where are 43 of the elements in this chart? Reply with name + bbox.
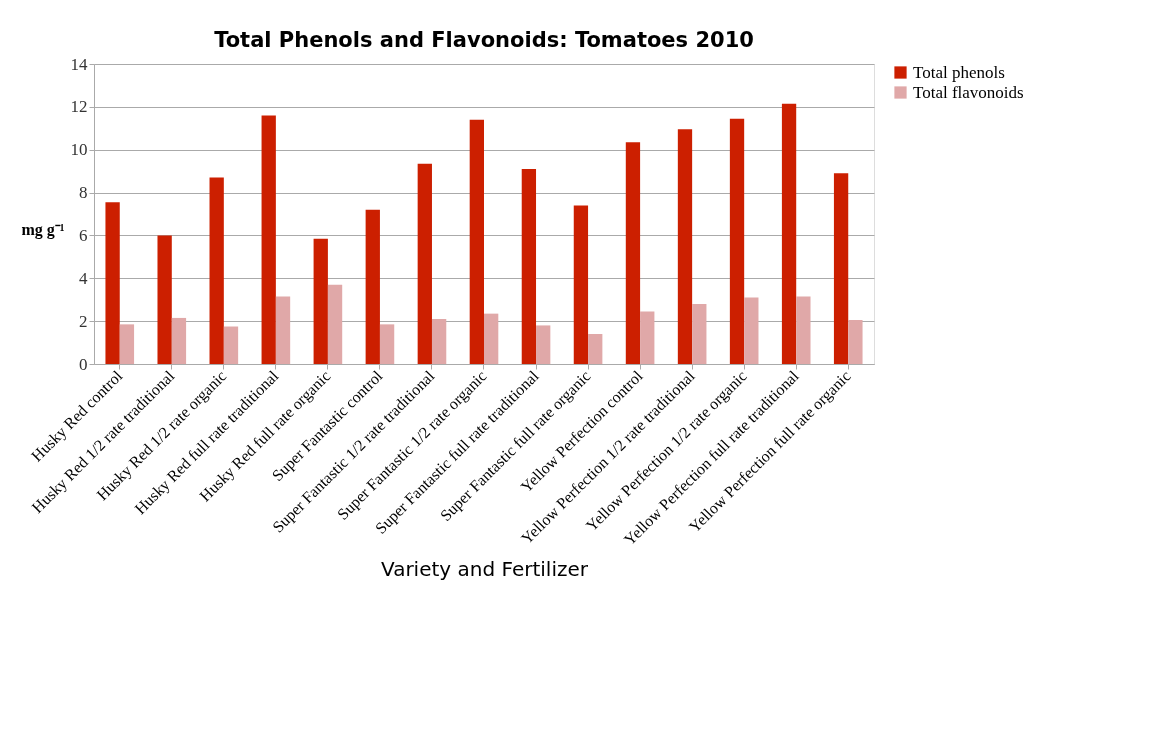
y-tick-label: 2 bbox=[79, 311, 88, 331]
bar bbox=[625, 142, 641, 364]
y-tick-label: 10 bbox=[70, 140, 88, 160]
y-tick-label: 8 bbox=[79, 183, 88, 203]
bar bbox=[848, 320, 863, 364]
legend-label: Total phenols bbox=[913, 62, 1005, 82]
bar bbox=[313, 238, 328, 364]
y-tick-label: 0 bbox=[79, 354, 88, 374]
x-axis-title: Variety and Fertilizer bbox=[381, 557, 589, 582]
legend-label: Total flavonoids bbox=[913, 82, 1024, 102]
bar bbox=[119, 324, 135, 364]
bar bbox=[417, 163, 432, 364]
bar bbox=[171, 317, 187, 364]
bar bbox=[223, 326, 239, 364]
chart-title: Total Phenols and Flavonoids: Tomatoes 2010 bbox=[214, 28, 754, 52]
bar bbox=[729, 118, 745, 364]
y-axis-title: mg g⁻¹ bbox=[21, 220, 65, 239]
bar bbox=[157, 235, 172, 364]
y-tick-label: 6 bbox=[79, 225, 88, 245]
y-tick-label: 4 bbox=[79, 268, 88, 288]
bar bbox=[431, 319, 447, 364]
bar bbox=[536, 325, 551, 364]
bar bbox=[275, 296, 291, 364]
bar bbox=[209, 177, 224, 364]
bar bbox=[744, 297, 759, 364]
bar bbox=[105, 202, 120, 364]
bar bbox=[640, 311, 655, 364]
bar bbox=[796, 296, 811, 364]
bar bbox=[365, 209, 380, 364]
y-tick-label: 12 bbox=[70, 97, 88, 117]
bar bbox=[469, 119, 484, 364]
bar bbox=[484, 313, 499, 364]
bar bbox=[327, 284, 343, 364]
bar bbox=[781, 103, 797, 364]
y-tick-label: 14 bbox=[70, 54, 88, 74]
bar bbox=[677, 129, 693, 364]
bar bbox=[573, 205, 589, 364]
bar bbox=[692, 304, 707, 364]
bar bbox=[379, 324, 395, 364]
bar bbox=[261, 115, 276, 364]
bar bbox=[588, 334, 603, 364]
bar bbox=[521, 169, 537, 364]
bar bbox=[833, 173, 849, 364]
